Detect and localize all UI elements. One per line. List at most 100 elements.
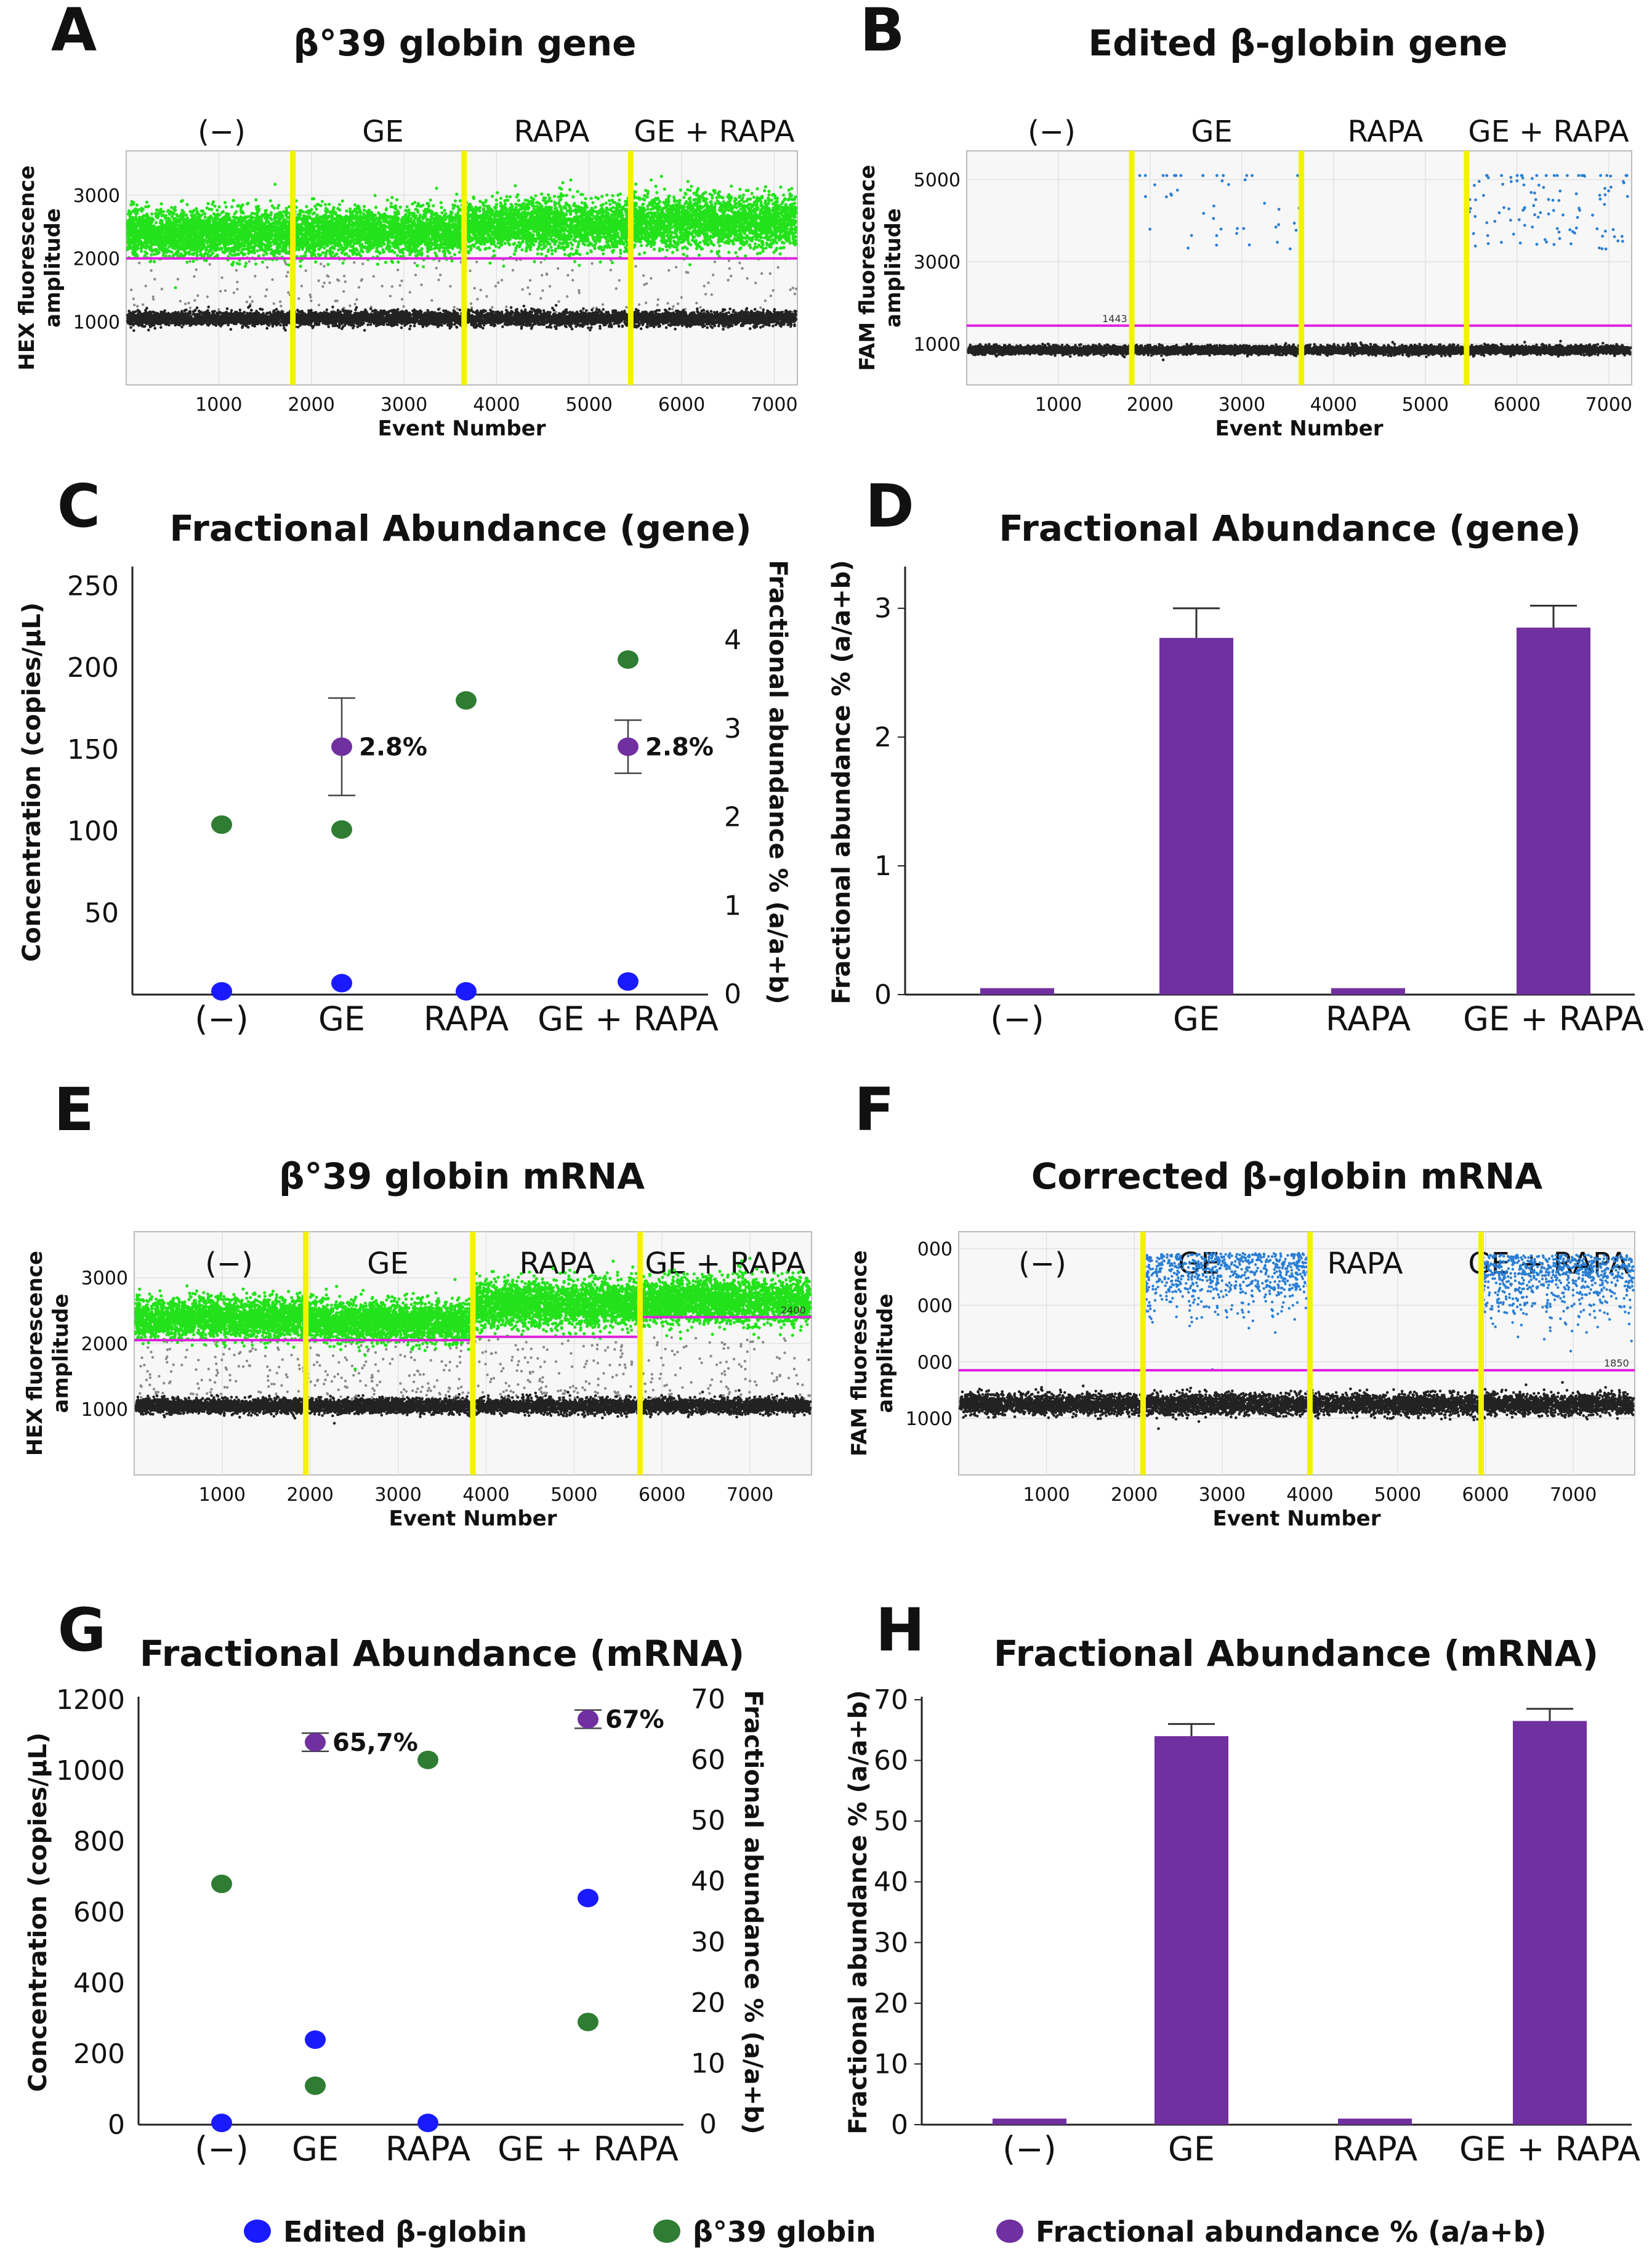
- data-point-blue: [618, 972, 639, 991]
- y-tick-label: 2000: [81, 1333, 128, 1355]
- y-tick-label: 1: [874, 850, 892, 882]
- y2-tick-label: 1: [724, 890, 741, 921]
- data-point-blue: [456, 982, 477, 1001]
- category-label: (−): [1002, 2130, 1056, 2168]
- panel-title-h: Fractional Abundance (mRNA): [994, 1633, 1598, 1674]
- legend-marker-blue: [244, 2220, 271, 2243]
- y2-tick-label: 30: [691, 1926, 725, 1958]
- panel-title-c: Fractional Abundance (gene): [169, 507, 751, 549]
- y-axis-title: amplitude: [41, 208, 65, 328]
- y2-tick-label: 0: [699, 2109, 717, 2140]
- y2-axis-title: Fractional abundance % (a/a+b): [739, 1690, 767, 2134]
- legend-label: Fractional abundance % (a/a+b): [1036, 2215, 1547, 2248]
- y-tick-label: 400: [73, 1968, 125, 1999]
- group-label: RAPA: [1328, 1246, 1403, 1281]
- group-label: (−): [205, 1246, 253, 1281]
- y-tick-label: 1000: [81, 1399, 128, 1421]
- y2-tick-label: 2: [724, 802, 741, 833]
- data-point-darkgreen: [211, 1875, 232, 1893]
- y-tick-label: 50: [84, 897, 119, 929]
- data-point-blue: [578, 1889, 598, 1907]
- y-axis-title: amplitude: [881, 208, 906, 328]
- group-label: GE + RAPA: [634, 115, 794, 149]
- data-point-darkgreen: [331, 820, 352, 839]
- x-axis-title: Event Number: [389, 1506, 557, 1531]
- category-label: RAPA: [424, 1000, 509, 1038]
- y-axis-title: Concentration (copies/µL): [24, 1732, 52, 2092]
- data-point-blue: [305, 2030, 326, 2049]
- y-tick-label: 50: [874, 1806, 908, 1837]
- y-tick-label: 1000: [73, 312, 120, 333]
- x-tick-label: 3000: [374, 1484, 421, 1506]
- group-label: (−): [1018, 1246, 1066, 1281]
- x-tick-label: 4000: [1286, 1484, 1333, 1506]
- x-tick-label: 6000: [658, 394, 705, 416]
- x-tick-label: 7000: [1586, 394, 1632, 416]
- x-tick-label: 3000: [381, 394, 427, 416]
- panel-title-b: Edited β-globin gene: [1089, 22, 1508, 64]
- x-tick-label: 3000: [1199, 1484, 1246, 1506]
- y-tick-label: 3000: [73, 185, 120, 207]
- y2-tick-label: 20: [691, 1987, 725, 2019]
- data-point-blue: [331, 974, 352, 993]
- threshold-label: 2400: [781, 1304, 806, 1316]
- legend-label: Edited β-globin: [283, 2215, 527, 2248]
- x-tick-label: 4000: [1310, 394, 1357, 416]
- panel-title-f: Corrected β-globin mRNA: [1031, 1155, 1542, 1197]
- bar: [1331, 988, 1405, 995]
- y-tick-label: 70: [874, 1684, 908, 1716]
- legend-marker-darkgreen: [653, 2220, 680, 2243]
- positive-droplets-fam: [1142, 1251, 1635, 1371]
- legend: Edited β-globin β°39 globin Fractional abu…: [244, 2215, 1547, 2248]
- y-axis-title: amplitude: [873, 1294, 898, 1413]
- x-tick-label: 7000: [1550, 1484, 1597, 1506]
- x-tick-label: 7000: [751, 394, 797, 416]
- data-point-darkgreen: [417, 1750, 438, 1769]
- y-tick-label: 150: [67, 734, 119, 765]
- y-tick-label: 0: [874, 979, 892, 1011]
- rain-droplets: [139, 1335, 812, 1401]
- y-tick-label: 800: [73, 1826, 125, 1857]
- x-tick-label: 1000: [1023, 1484, 1070, 1506]
- y-axis-title: Fractional abundance % (a/a+b): [844, 1690, 872, 2134]
- x-tick-label: 1000: [195, 394, 242, 416]
- category-label: GE: [292, 2130, 339, 2168]
- y-tick-label: 3000: [914, 252, 961, 273]
- x-tick-label: 6000: [1462, 1484, 1509, 1506]
- x-tick-label: 7000: [727, 1484, 773, 1506]
- y-tick-label: 2: [874, 722, 892, 753]
- group-label: RAPA: [1348, 115, 1424, 149]
- y-tick-label: 3000: [81, 1268, 128, 1290]
- legend-label: β°39 globin: [693, 2215, 876, 2248]
- bar: [1517, 628, 1590, 995]
- group-label: GE: [362, 115, 404, 149]
- y-tick-label: 100: [67, 816, 119, 847]
- group-label: RAPA: [514, 115, 590, 149]
- bar: [980, 988, 1054, 995]
- x-axis-title: Event Number: [378, 416, 546, 441]
- data-point-purple: [305, 1733, 326, 1751]
- y2-tick-label: 0: [724, 979, 741, 1010]
- panel-title-g: Fractional Abundance (mRNA): [140, 1633, 744, 1674]
- y-tick-label: 20: [874, 1988, 908, 2019]
- threshold-label: 1443: [1102, 313, 1127, 325]
- category-label: GE + RAPA: [1463, 1000, 1644, 1038]
- y2-tick-label: 10: [691, 2048, 725, 2079]
- x-tick-label: 5000: [550, 1484, 597, 1506]
- x-tick-label: 2000: [1127, 394, 1174, 416]
- y-tick-label: 5000: [914, 170, 961, 192]
- data-label: 2.8%: [645, 733, 714, 762]
- category-label: RAPA: [1332, 2130, 1417, 2168]
- legend-marker-purple: [996, 2220, 1023, 2243]
- data-label: 2.8%: [359, 733, 427, 762]
- y-tick-label: 000: [917, 1352, 953, 1373]
- data-point-darkgreen: [305, 2076, 326, 2095]
- ddpcr-plot-b: (−) GE RAPA GE + RAPA 1443 1000 2000 3000 4000 50…: [855, 115, 1632, 441]
- x-axis-title: Event Number: [1213, 1506, 1381, 1531]
- data-point-darkgreen: [618, 650, 639, 669]
- y-axis-title: FAM fluorescence: [855, 165, 880, 371]
- x-tick-label: 2000: [1111, 1484, 1158, 1506]
- panel-label-b: B: [860, 0, 905, 65]
